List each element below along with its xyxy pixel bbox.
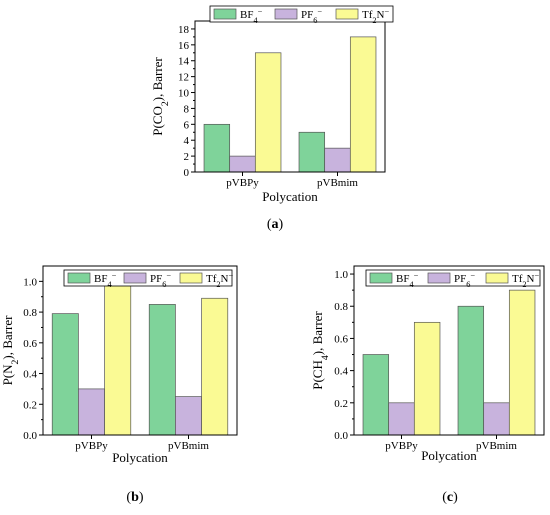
y-tick-label: 8 [184, 103, 190, 115]
y-tick-label: 14 [178, 56, 190, 68]
legend-label-series0: BF4− [94, 271, 117, 289]
x-axis-title: Polycation [262, 189, 318, 204]
bar-c-pVBmim-series1 [483, 402, 510, 436]
y-tick-label: 0 [184, 167, 190, 179]
x-tick-label: pVBPy [75, 440, 108, 452]
y-tick-label: 0.2 [334, 398, 348, 410]
bar-a-pVBmim-series2 [349, 36, 377, 173]
panel-label-b: (b) [126, 490, 143, 505]
x-tick-label: pVBPy [385, 440, 418, 452]
plot-frame [353, 265, 545, 436]
bar-b-pVBmim-series2 [201, 297, 229, 436]
panel-label-a: (a) [267, 217, 284, 232]
x-axis-title: Polycation [421, 448, 477, 463]
plot-frame [42, 265, 238, 436]
y-axis-title: P(CO2), Barrer [150, 57, 171, 136]
legend-label-series1: PF6− [150, 271, 171, 289]
y-tick-label: 0.6 [23, 338, 37, 350]
y-tick-label: 0.4 [334, 366, 348, 378]
bar-c-pVBPy-series1 [388, 402, 415, 436]
bar-c-pVBmim-series0 [457, 305, 485, 436]
legend-label-series2: Tf2N− [206, 271, 233, 289]
y-tick-label: 18 [178, 24, 190, 36]
bar-c-pVBPy-series0 [362, 354, 390, 436]
y-tick-label: 10 [178, 88, 190, 100]
legend-label-series0: BF4− [396, 271, 419, 289]
y-tick-label: 6 [184, 119, 190, 131]
bar-b-pVBPy-series0 [51, 313, 79, 436]
legend-label-series2: Tf2N− [512, 271, 539, 289]
y-tick-label: 0.8 [23, 307, 37, 319]
panel-label-c: (c) [442, 490, 458, 505]
legend-swatch-series1 [123, 272, 147, 284]
legend-swatch-series0 [369, 272, 393, 284]
legend-label-series0: BF4− [240, 7, 263, 25]
bar-a-pVBmim-series1 [324, 147, 351, 173]
legend-label-series2: Tf2N− [362, 7, 389, 25]
legend-label-series1: PF6− [454, 271, 475, 289]
legend-swatch-series0 [67, 272, 91, 284]
chart-panel-a: pVBPy pVBmim 0 2 4 6 8 10 12 14 16 18 BF4− PF6− Tf2N− P… [150, 5, 394, 232]
y-tick-label: 1.0 [334, 269, 348, 281]
y-tick-label: 0.0 [334, 430, 348, 442]
y-tick-label: 0.6 [334, 333, 348, 345]
bar-a-pVBPy-series0 [203, 123, 231, 173]
x-axis-title: Polycation [112, 450, 168, 465]
legend-swatch-series1 [427, 272, 451, 284]
bar-c-pVBPy-series2 [413, 321, 441, 436]
x-tick-label: pVBmim [168, 440, 209, 452]
bar-a-pVBmim-series0 [298, 131, 326, 173]
y-axis-title: P(CH4), Barrer [310, 311, 331, 390]
chart-panel-b: pVBPy pVBmim 0.0 0.2 0.4 0.6 0.8 1.0 BF4− PF6− Tf2… [0, 265, 238, 505]
y-tick-label: 0.2 [23, 399, 37, 411]
bar-b-pVBmim-series0 [148, 304, 176, 436]
y-tick-label: 12 [178, 72, 189, 84]
y-tick-label: 0.8 [334, 301, 348, 313]
y-tick-label: 16 [178, 40, 190, 52]
y-tick-label: 1.0 [23, 276, 37, 288]
y-tick-label: 0.0 [23, 430, 37, 442]
legend-swatch-series2 [335, 8, 359, 20]
y-tick-label: 4 [184, 135, 190, 147]
y-tick-label: 2 [184, 151, 190, 163]
legend-swatch-series0 [213, 8, 237, 20]
bar-b-pVBmim-series1 [175, 396, 202, 436]
bar-c-pVBmim-series2 [508, 289, 536, 436]
y-axis-title: P(N2), Barrer [0, 315, 21, 386]
bar-b-pVBPy-series2 [104, 284, 132, 436]
x-tick-label: pVBmim [476, 440, 517, 452]
bar-b-pVBPy-series1 [78, 388, 105, 436]
chart-panel-c: pVBPy pVBmim 0.0 0.2 0.4 0.6 0.8 1.0 BF4− PF6− Tf2… [310, 265, 545, 505]
legend-label-series1: PF6− [301, 7, 322, 25]
bar-a-pVBPy-series2 [254, 52, 282, 173]
legend-swatch-series2 [485, 272, 509, 284]
legend-swatch-series2 [179, 272, 203, 284]
x-tick-label: pVBmim [317, 177, 358, 189]
legend-swatch-series1 [274, 8, 298, 20]
x-tick-label: pVBPy [226, 177, 259, 189]
y-tick-label: 0.4 [23, 369, 37, 381]
bar-a-pVBPy-series1 [229, 155, 256, 173]
